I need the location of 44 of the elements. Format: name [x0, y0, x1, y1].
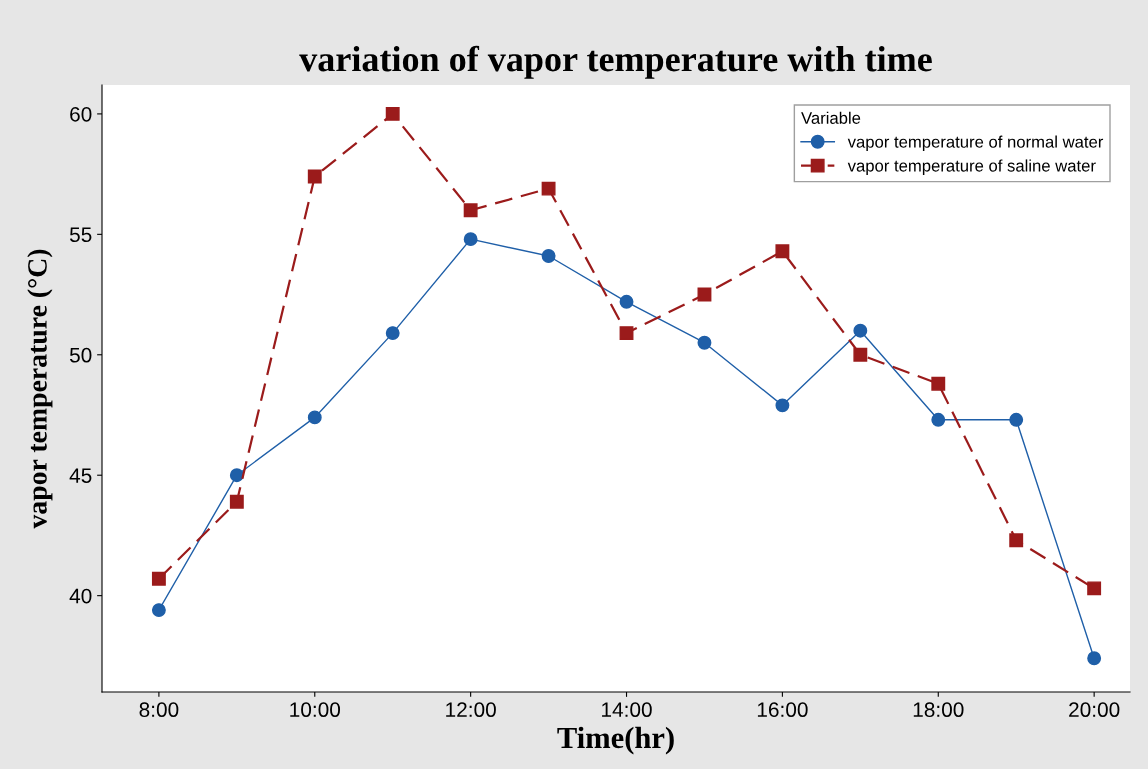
- x-tick-label: 18:00: [913, 702, 964, 718]
- legend-label: vapor temperature of saline water: [847, 159, 1096, 175]
- x-tick-label: 14:00: [602, 702, 652, 718]
- point: [151, 571, 166, 586]
- point: [229, 494, 244, 509]
- y-tick-label: 40: [69, 588, 92, 604]
- point: [931, 412, 946, 427]
- point: [619, 326, 634, 341]
- point: [541, 249, 556, 263]
- point: [1009, 533, 1024, 548]
- point: [307, 410, 322, 425]
- y-axis-title: vapor temperature (°C): [27, 249, 53, 529]
- point: [1087, 651, 1102, 666]
- y-tick-label: 55: [69, 227, 92, 243]
- point: [697, 335, 712, 350]
- point: [931, 376, 946, 391]
- x-tick-label: 20:00: [1069, 702, 1120, 718]
- point: [619, 294, 634, 309]
- point: [307, 169, 322, 184]
- point: [775, 398, 790, 413]
- y-tick-label: 50: [69, 347, 92, 363]
- point: [541, 181, 556, 196]
- chart-title: variation of vapor temperature with time: [299, 45, 932, 79]
- y-tick-label: 60: [70, 106, 92, 122]
- point: [463, 203, 478, 218]
- point: [463, 232, 478, 247]
- x-tick-label: 16:00: [757, 702, 808, 718]
- x-tick-label: 12:00: [446, 702, 496, 718]
- point: [385, 326, 400, 341]
- point: [853, 347, 868, 362]
- x-tick-label: 10:00: [290, 702, 341, 718]
- x-axis-title: Time(hr): [557, 726, 674, 755]
- x-tick-label: 8:00: [139, 702, 179, 718]
- point: [229, 468, 244, 483]
- point: [853, 323, 868, 338]
- legend-title: Variable: [801, 111, 861, 124]
- y-tick-label: 45: [69, 468, 92, 483]
- point: [1087, 581, 1102, 596]
- legend-label: vapor temperature of normal water: [847, 135, 1104, 152]
- point: [151, 603, 166, 618]
- point: [775, 244, 790, 259]
- point: [1009, 412, 1024, 427]
- point: [697, 287, 712, 302]
- point: [385, 106, 400, 121]
